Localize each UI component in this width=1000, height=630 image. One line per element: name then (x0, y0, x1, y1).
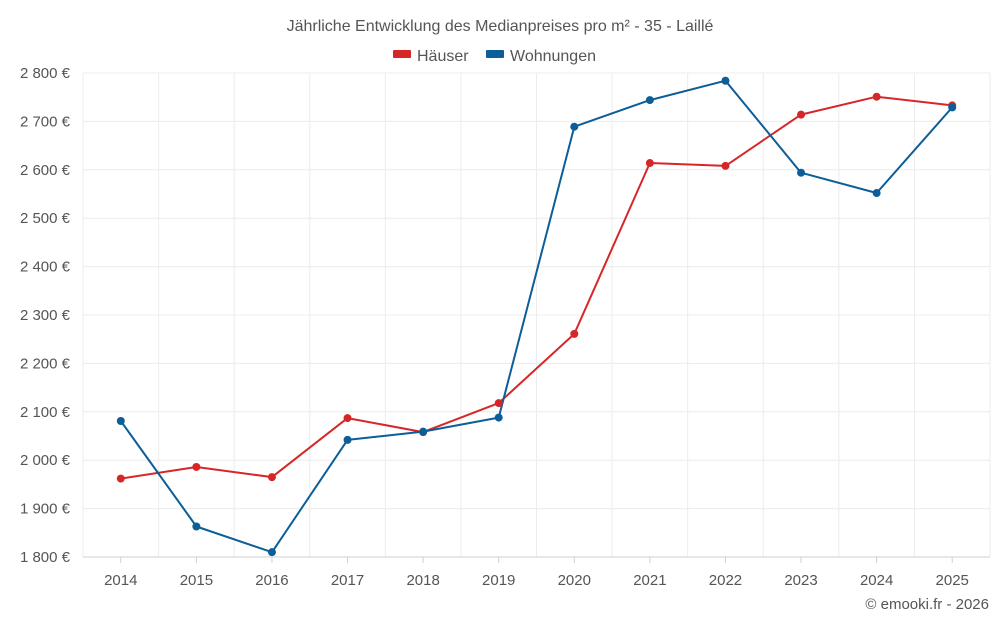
y-tick-label: 2 600 € (20, 162, 71, 179)
legend-label: Wohnungen (510, 48, 596, 65)
data-point-wohnungen (192, 522, 201, 531)
data-point-wohnungen (494, 413, 503, 422)
data-point-wohnungen (343, 435, 352, 444)
y-tick-label: 1 800 € (20, 549, 71, 566)
x-tick-label: 2024 (860, 572, 893, 589)
x-tick-label: 2018 (406, 572, 439, 589)
y-tick-label: 1 900 € (20, 501, 71, 518)
data-point-haeuser (267, 473, 276, 482)
x-tick-label: 2025 (936, 572, 969, 589)
x-tick-label: 2020 (558, 572, 591, 589)
data-point-haeuser (116, 474, 125, 483)
y-tick-label: 2 000 € (20, 452, 71, 469)
data-point-haeuser (721, 161, 730, 170)
data-point-wohnungen (419, 427, 428, 436)
legend-swatch (486, 50, 504, 58)
x-tick-label: 2015 (180, 572, 213, 589)
data-point-wohnungen (948, 103, 957, 112)
y-tick-label: 2 800 € (20, 65, 71, 82)
y-tick-label: 2 300 € (20, 307, 71, 324)
data-point-haeuser (192, 462, 201, 471)
y-axis: 1 800 € 1 900 € 2 000 € 2 100 € 2 200 € 2 300… (20, 65, 71, 566)
x-tick-label: 2023 (784, 572, 817, 589)
y-tick-label: 2 100 € (20, 404, 71, 421)
legend-swatch (393, 50, 411, 58)
data-point-haeuser (797, 110, 806, 119)
x-axis: 2014 2015 2016 2017 2018 2019 2020 2021 2022 2023… (83, 556, 990, 589)
x-tick-label: 2014 (104, 572, 137, 589)
y-tick-label: 2 200 € (20, 355, 71, 372)
y-tick-label: 2 700 € (20, 113, 71, 130)
legend: Häuser Wohnungen (393, 48, 596, 65)
data-point-haeuser (872, 92, 881, 101)
data-point-wohnungen (797, 168, 806, 177)
x-tick-label: 2016 (255, 572, 288, 589)
x-tick-label: 2017 (331, 572, 364, 589)
series-layer (116, 76, 957, 557)
grid (82, 72, 991, 558)
series-line-haeuser (120, 95, 953, 480)
x-tick-label: 2022 (709, 572, 742, 589)
x-tick-label: 2021 (633, 572, 666, 589)
chart-title: Jährliche Entwicklung des Medianpreises … (287, 18, 714, 35)
series-line-wohnungen (119, 79, 953, 554)
data-point-wohnungen (267, 548, 276, 557)
data-point-wohnungen (872, 189, 881, 198)
data-point-haeuser (570, 329, 579, 338)
y-tick-label: 2 500 € (20, 210, 71, 227)
legend-label: Häuser (417, 48, 469, 65)
data-point-wohnungen (570, 122, 579, 131)
credit-label: © emooki.fr - 2026 (865, 596, 989, 613)
data-point-haeuser (645, 159, 654, 168)
data-point-wohnungen (116, 416, 125, 425)
data-point-haeuser (494, 399, 503, 408)
x-tick-label: 2019 (482, 572, 515, 589)
data-point-wohnungen (645, 96, 654, 105)
data-point-wohnungen (721, 76, 730, 85)
y-tick-label: 2 400 € (20, 259, 71, 276)
data-point-haeuser (343, 414, 352, 423)
